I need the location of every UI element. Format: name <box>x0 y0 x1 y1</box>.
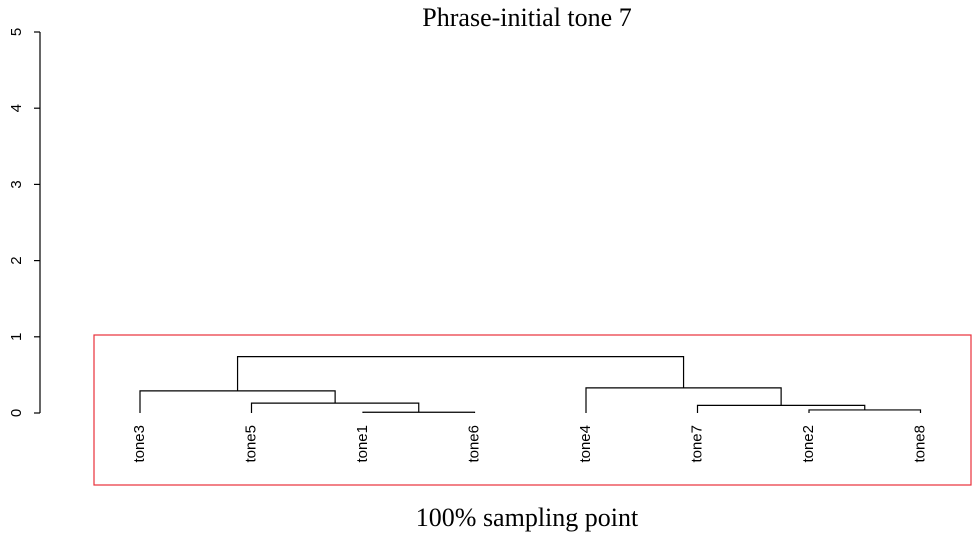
dendrogram-branch <box>696 404 866 413</box>
leaf-label-tone7: tone7 <box>688 425 705 463</box>
dendrogram-branch <box>808 409 922 413</box>
y-tick-label: 5 <box>8 28 25 36</box>
y-axis: 0 1 2 3 4 5 <box>8 28 41 417</box>
y-tick-label: 2 <box>8 256 25 264</box>
highlight-box <box>93 334 972 486</box>
leaf-label-tone1: tone1 <box>354 425 371 463</box>
y-tick-label: 4 <box>8 104 25 112</box>
leaf-label-tone8: tone8 <box>911 425 928 463</box>
y-tick-label: 3 <box>8 180 25 188</box>
leaf-label-tone6: tone6 <box>465 425 482 463</box>
y-tick-label: 1 <box>8 333 25 341</box>
dendrogram-branches <box>139 356 922 413</box>
leaf-label-tone4: tone4 <box>577 425 594 463</box>
dendrogram-branch <box>139 390 336 413</box>
dendrogram-branch <box>250 402 420 413</box>
leaf-label-tone2: tone2 <box>800 425 817 463</box>
x-axis-label: 100% sampling point <box>416 503 639 532</box>
leaf-labels: tone3 tone5 tone1 tone6 tone4 tone7 tone2 tone8 <box>131 425 929 463</box>
dendrogram-branch <box>362 411 476 413</box>
leaf-label-tone5: tone5 <box>242 425 259 463</box>
chart-title: Phrase-initial tone 7 <box>422 3 631 32</box>
leaf-label-tone3: tone3 <box>131 425 148 463</box>
dendrogram-branch <box>585 387 782 413</box>
dendrogram-branch <box>236 356 685 391</box>
y-tick-label: 0 <box>8 409 25 417</box>
